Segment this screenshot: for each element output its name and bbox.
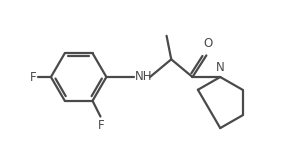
Text: NH: NH xyxy=(135,70,152,82)
Text: N: N xyxy=(216,61,225,74)
Text: F: F xyxy=(98,120,105,133)
Text: O: O xyxy=(204,38,213,51)
Text: F: F xyxy=(29,71,36,84)
